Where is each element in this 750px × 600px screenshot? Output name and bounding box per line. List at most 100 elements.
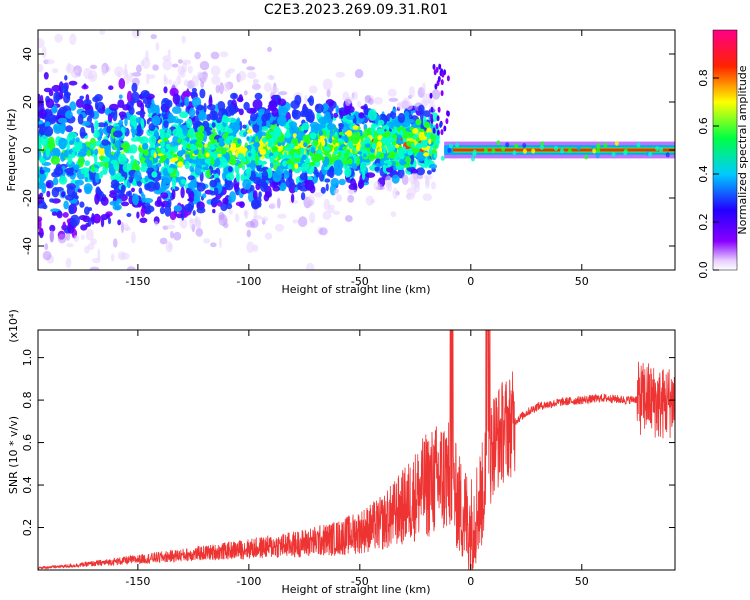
spectrogram-cell [38,63,44,73]
spectrogram-cell [292,125,300,136]
spectrogram-cell [105,145,112,158]
spectrogram-cell [136,124,142,134]
spectrogram-cell [165,158,170,165]
spectrogram-cell [254,92,263,100]
spectrogram-cell [396,134,402,140]
y-tick-label: 0.4 [21,476,34,494]
spectrogram-cell [130,126,139,134]
spectrogram-cell [152,64,159,71]
spectrogram-cell [272,185,281,192]
spectrogram-cell [124,117,128,127]
spectrogram-cell [238,108,244,116]
colorbar-tick-label: 0.4 [697,165,710,183]
spectrogram-cell [356,100,362,108]
spectrogram-cell [136,211,140,219]
spectrogram-cell [603,142,608,148]
spectrogram-cell [323,111,331,123]
spectrogram-cell [368,153,375,162]
spectrogram-cell [352,163,358,170]
spectrogram-cell [188,127,195,138]
spectrogram-cell [250,148,256,155]
spectrogram-cell [156,162,162,168]
spectrogram-cell [277,142,282,147]
spectrogram-cell [51,187,60,198]
spectrogram-cell [321,163,328,176]
spectrogram-cell [61,83,69,94]
spectrogram-cell [404,156,412,165]
spectrogram-cell [224,70,231,79]
spectrogram-cell [381,137,386,143]
spectrogram-cell [219,51,229,58]
spectrogram-cell [346,149,350,154]
spectrogram-cell [162,179,166,184]
spectrogram-cell [210,158,215,166]
spectrogram-cell [422,193,433,201]
spectrogram-cell [63,200,69,210]
colorbar-tick-label: 0.6 [697,117,710,135]
spectrogram-cell [69,33,77,45]
spectrogram-cell [376,128,384,135]
spectrogram-cell [58,137,67,150]
spectrogram-cell [43,72,49,80]
spectrogram-cell [416,167,425,176]
spectrogram-cell [324,149,330,156]
spectrogram-cell [170,146,176,152]
spectrogram-cell [448,143,453,149]
spectrogram-cell [211,122,216,128]
spectrogram-cell [146,181,157,192]
spectrogram-cell [282,169,290,180]
spectrogram-cell [426,99,435,104]
spectrogram-cell [425,175,430,186]
spectrogram-cell [192,210,196,216]
spectrogram-cell [226,203,233,210]
spectrogram-cell [206,168,211,179]
spectrogram-cell [171,63,179,68]
spectrogram-cell [297,182,303,190]
spectrogram-cell [122,104,131,111]
spectrogram-cell [512,150,517,156]
spectrogram-cell [648,151,653,157]
spectrogram-cell [181,35,186,44]
spectrogram-cell [216,123,224,134]
spectrogram-cell [222,115,230,124]
spectrogram-cell [443,69,447,76]
spectrogram-cell [299,172,308,181]
spectrogram-cell [118,94,123,99]
spectrogram-cell [215,84,220,94]
spectrogram-cell [287,154,293,159]
snr-y-label: SNR (10 * v/v) [7,416,20,494]
spectrogram-cell [333,159,344,172]
spectrogram-cell [270,86,279,94]
spectrogram-cell [67,153,73,165]
spectrogram-cell [162,55,172,62]
spectrogram-cell [91,164,95,172]
spectrogram-cell [304,157,311,164]
spectrogram-cell [391,137,395,143]
spectrogram-cell [320,186,326,194]
y-tick-label: 1.0 [21,349,34,367]
spectrogram-cell [209,151,216,157]
spectrogram-cell [584,154,589,160]
spectrogram-cell [483,148,488,154]
spectrogram-cell [554,146,558,151]
spectrogram-cell [168,192,172,197]
colorbar-gradient [712,29,738,271]
spectrogram-cell [253,141,260,148]
spectrogram-cell [371,142,377,150]
spectrogram-cell [278,91,288,96]
spectrogram-cell [326,123,336,131]
spectrogram-cell [58,176,68,185]
spectrogram-cell [496,140,501,146]
spectrogram-cell [54,166,64,176]
spectrogram-cell [418,128,425,133]
spectrogram-cell [75,137,80,143]
spectrogram-cell [219,237,222,249]
spectrogram-cell [89,266,100,270]
spectrogram-cell [501,146,506,152]
x-tick-label: 50 [575,275,589,288]
spectrogram-cell [140,90,150,98]
spectrogram-cell [228,208,233,215]
spectrogram-cell [195,156,203,169]
spectrogram-cell [344,215,353,222]
spectrogram-cell [188,190,195,203]
